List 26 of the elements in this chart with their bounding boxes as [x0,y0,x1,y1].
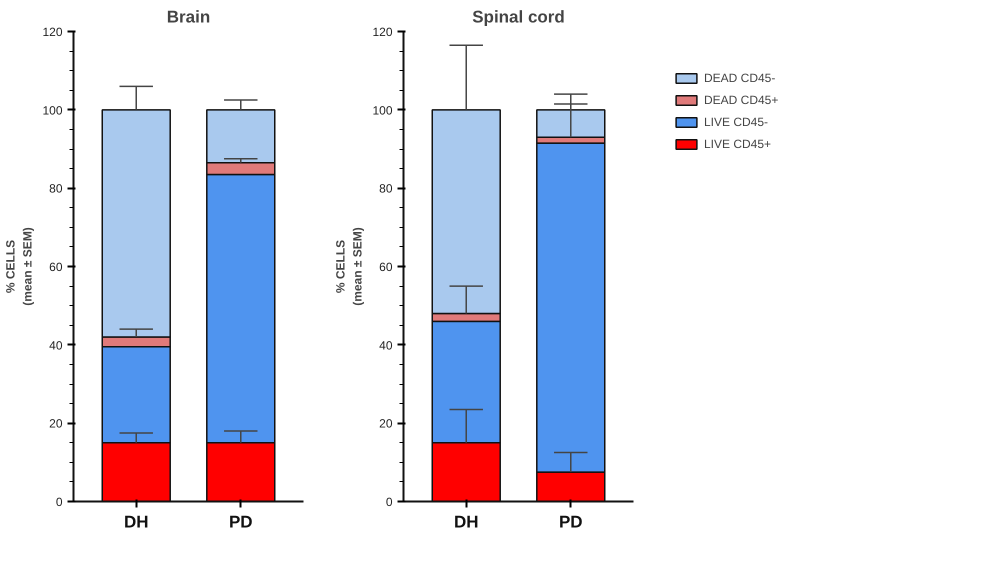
y-tick-label: 100 [372,103,393,118]
y-tick-label: 80 [379,182,393,196]
y-tick-label: 40 [379,338,393,352]
y-axis-title: % CELLS (mean ± SEM) [4,227,34,306]
y-tick-label: 20 [49,416,63,431]
y-tick-label: 120 [372,25,393,39]
y-tick-label: 60 [49,260,63,274]
y-tick-label: 120 [42,25,63,39]
y-tick-label: 40 [49,338,63,352]
legend-label: DEAD CD45+ [704,93,778,107]
legend-label: LIVE CD45+ [704,137,772,151]
x-tick-label: PD [558,512,583,532]
legend-label: LIVE CD45- [704,115,768,129]
y-tick-label: 0 [386,495,393,509]
x-tick-label: DH [454,512,479,532]
legend-label: DEAD CD45- [704,71,776,85]
x-tick-label: PD [228,512,253,532]
chart-title: Brain [166,8,210,26]
y-tick-label: 20 [379,416,393,431]
y-tick-label: 0 [56,495,63,509]
y-axis-title: % CELLS (mean ± SEM) [334,227,364,306]
y-tick-label: 80 [49,182,63,196]
y-tick-label: 60 [379,260,393,274]
chart-title: Spinal cord [472,8,565,26]
x-tick-label: DH [124,512,149,532]
y-tick-label: 100 [42,103,63,118]
